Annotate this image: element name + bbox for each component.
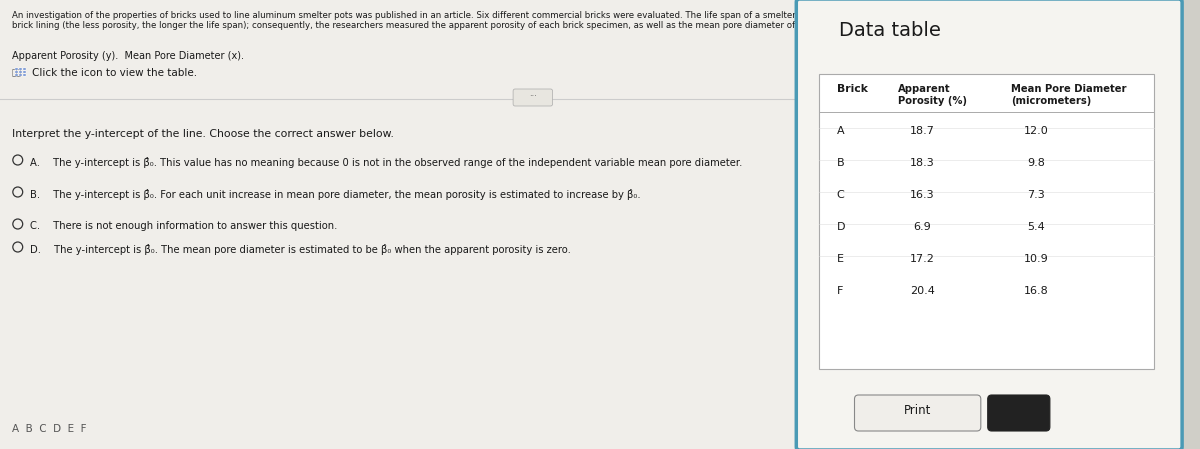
Text: 10.9: 10.9 [1024, 254, 1049, 264]
Text: Apparent Porosity (y).  Mean Pore Diameter (x).: Apparent Porosity (y). Mean Pore Diamete… [12, 51, 244, 61]
Text: A.  The y-intercept is β̂₀. This value has no meaning because 0 is not in the ob: A. The y-intercept is β̂₀. This value ha… [30, 157, 742, 168]
Text: E: E [836, 254, 844, 264]
FancyBboxPatch shape [14, 70, 18, 73]
FancyBboxPatch shape [818, 74, 1154, 369]
FancyBboxPatch shape [23, 74, 25, 76]
Text: Apparent
Porosity (%): Apparent Porosity (%) [898, 84, 967, 106]
Text: 5.4: 5.4 [1027, 222, 1045, 232]
Text: ⋮⋮: ⋮⋮ [12, 68, 22, 77]
Text: A  B  C  D  E  F: A B C D E F [12, 424, 86, 434]
Text: D: D [836, 222, 845, 232]
Text: Data table: Data table [839, 21, 941, 40]
Text: 16.8: 16.8 [1024, 286, 1049, 296]
FancyBboxPatch shape [14, 67, 18, 70]
Text: 7.3: 7.3 [1027, 190, 1045, 200]
FancyBboxPatch shape [19, 74, 22, 76]
Text: C.  There is not enough information to answer this question.: C. There is not enough information to an… [30, 221, 337, 231]
Text: B: B [836, 158, 845, 168]
Text: ···: ··· [529, 92, 536, 101]
Text: Interpret the y-intercept of the line. Choose the correct answer below.: Interpret the y-intercept of the line. C… [12, 129, 394, 139]
Text: 17.2: 17.2 [910, 254, 935, 264]
Text: D.  The y-intercept is β̂₀. The mean pore diameter is estimated to be β̂₀ when t: D. The y-intercept is β̂₀. The mean pore… [30, 244, 570, 255]
FancyBboxPatch shape [797, 0, 1182, 449]
Text: B.  The y-intercept is β̂₀. For each unit increase in mean pore diameter, the me: B. The y-intercept is β̂₀. For each unit… [30, 189, 641, 200]
FancyBboxPatch shape [19, 67, 22, 70]
Text: 18.7: 18.7 [910, 126, 935, 136]
Text: 12.0: 12.0 [1024, 126, 1049, 136]
Text: F: F [836, 286, 844, 296]
FancyBboxPatch shape [23, 70, 25, 73]
FancyBboxPatch shape [854, 395, 980, 431]
Text: 16.3: 16.3 [911, 190, 935, 200]
Text: Mean Pore Diameter
(micrometers): Mean Pore Diameter (micrometers) [1012, 84, 1127, 106]
Text: A: A [836, 126, 845, 136]
FancyBboxPatch shape [0, 0, 809, 449]
FancyBboxPatch shape [988, 395, 1050, 431]
Text: Click the icon to view the table.: Click the icon to view the table. [31, 68, 197, 78]
Text: 9.8: 9.8 [1027, 158, 1045, 168]
Text: Print: Print [904, 405, 931, 418]
FancyBboxPatch shape [23, 67, 25, 70]
Text: 18.3: 18.3 [911, 158, 935, 168]
Text: An investigation of the properties of bricks used to line aluminum smelter pots : An investigation of the properties of br… [12, 11, 948, 31]
FancyBboxPatch shape [514, 89, 552, 106]
FancyBboxPatch shape [14, 74, 18, 76]
Text: 6.9: 6.9 [913, 222, 931, 232]
Text: C: C [836, 190, 845, 200]
FancyBboxPatch shape [19, 70, 22, 73]
Text: 20.4: 20.4 [910, 286, 935, 296]
Text: Brick: Brick [836, 84, 868, 94]
